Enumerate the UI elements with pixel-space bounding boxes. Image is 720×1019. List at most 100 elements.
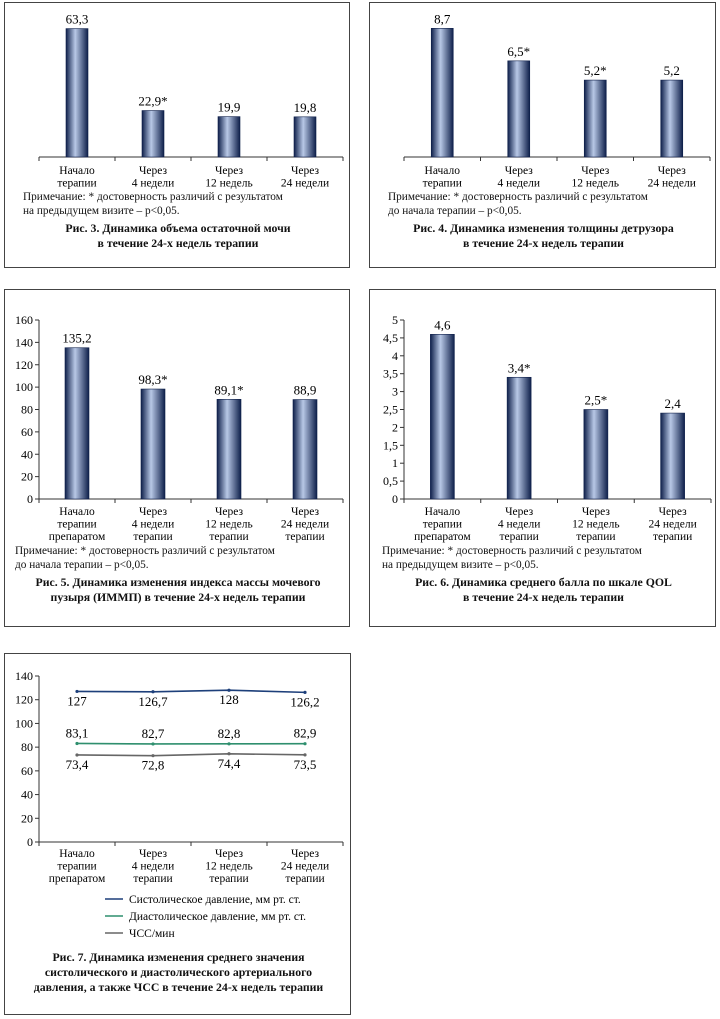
figure-7-category-label: Через [291,848,320,860]
figure-6-y-tick-label: 4,5 [383,331,398,345]
figure-7-caption-line-2: систолического и диастолического артериа… [44,965,313,979]
figure-5-y-tick-label: 80 [21,403,33,417]
figure-4-note-line-2: до начала терапии – р<0,05. [388,204,522,217]
figure-6-bar-label: 2,4 [665,396,682,411]
figure-7-legend-label: Диастолическое давление, мм рт. ст. [129,911,306,923]
figure-7-point-label: 82,8 [218,726,241,741]
figure-5-bar [64,347,90,500]
figure-6-chart: 00,511,522,533,544,55 4,6Началотерапиипре… [383,313,712,543]
figure-4-caption: Рис. 4. Динамика изменения толщины детру… [370,221,717,251]
figure-3-note-line-2: на предыдущем визите – р<0,05. [23,204,180,217]
figure-3-bar [65,28,89,158]
figure-3-bar-label: 19,8 [294,100,317,115]
figure-5-y-tick-label: 40 [21,447,33,461]
figure-3-panel: 63,3 Начало терапии 22,9* Через 4 недели 19,9 Ч… [4,2,350,268]
figure-4-caption-line-1: Рис. 4. Динамика изменения толщины детру… [413,221,674,235]
figure-4-bar-label: 6,5* [507,44,530,59]
figure-6-bar [430,334,455,500]
figure-7-point-label: 126,7 [138,694,168,709]
figure-5-caption-line-2: пузыря (ИММП) в течение 24-х недель тера… [50,590,306,604]
figure-4-panel: 8,7 Начало терапии 6,5* Через 4 недели 5,2* Чер… [369,2,716,268]
figure-3-note-line-1: Примечание: * достоверность различий с р… [23,191,283,203]
figure-5-y-tick-label: 60 [21,425,33,439]
figure-4-category-label: Через [505,165,534,177]
figure-6-category-label: 24 недели [648,519,696,531]
figure-7-category-label: терапии [209,873,248,885]
figure-7-category-label: 4 недели [132,861,175,873]
figure-7-point-label: 82,9 [294,726,317,741]
figure-7-category-label: Через [215,848,244,860]
figure-5-note-line-2: до начала терапии – р<0,05. [15,558,149,571]
figure-4-bar [583,79,607,158]
figure-5-category-label: Через [139,506,168,518]
figure-6-category-label: Через [582,506,611,518]
figure-4-category-label: Через [658,165,687,177]
figure-7-y-tick-label: 20 [21,811,33,825]
figure-4-bar-label: 5,2 [664,63,680,78]
figure-7-category-label: терапии [57,861,96,873]
figure-5-bar-label: 89,1* [214,382,243,397]
figure-7-category-label: Через [139,848,168,860]
figure-6-y-tick-label: 0,5 [383,474,398,488]
figure-6-caption: Рис. 6. Динамика среднего балла по шкале… [370,575,717,605]
figure-6-note-line-1: Примечание: * достоверность различий с р… [382,545,642,557]
figure-4-note: Примечание: * достоверность различий с р… [388,191,648,218]
figure-5-chart: 020406080100120140160135,2Началотерапиип… [15,313,344,543]
figure-7-caption-line-1: Рис. 7. Динамика изменения среднего знач… [52,950,305,964]
figure-6-bar-label: 3,4* [508,360,531,375]
figure-7-series-point [227,742,231,746]
figure-7-panel: 0 20 40 60 80 100 120 140 Начало терапии препарато… [4,653,351,1015]
figure-5-category-label: терапии [57,519,96,531]
figure-7-category-label: 12 недель [205,861,252,873]
figure-3-caption: Рис. 3. Динамика объема остаточной мочи … [5,221,351,251]
figure-4-bar-label: 8,7 [434,11,451,26]
figure-5-y-tick-label: 120 [15,358,33,372]
figure-7-y-tick-label: 140 [15,669,33,683]
figure-6-y-tick-label: 1 [392,456,398,470]
figure-7-series-point [303,690,307,694]
figure-7-series-point [151,742,155,746]
figure-6-note-line-2: на предыдущем визите – р<0,05. [382,558,539,571]
figure-5-y-tick-label: 140 [15,335,33,349]
figure-3-category-label: Через [215,165,244,177]
figure-5-category-label: Начало [59,506,95,518]
figure-7-point-label: 72,8 [142,758,165,773]
figure-6-category-label: терапии [423,519,462,531]
figure-5-category-label: терапии [209,531,248,543]
figure-4-bar [430,28,454,158]
figure-3-category-label: 4 недели [132,178,175,190]
figure-3-category-label: Начало [59,165,95,177]
figure-3-bar-label: 19,9 [218,100,241,115]
figure-6-category-label: терапии [653,531,692,543]
figure-6-caption-line-2: в течение 24-х недель терапии [463,590,624,604]
figure-3-bar-label: 63,3 [66,12,89,27]
figure-3-bar [141,110,165,158]
figure-7-category-label: терапии [285,873,324,885]
figure-7-category-label: Начало [59,848,95,860]
figure-6-bar-label: 4,6 [434,317,451,332]
figure-3-category-label: Через [291,165,320,177]
figure-7-series-line [76,689,306,694]
figure-6-category-label: 4 недели [498,519,541,531]
figure-7-legend-label: Систолическое давление, мм рт. ст. [129,894,301,906]
figure-4-category-label: терапии [423,178,462,190]
figure-3-category-label: терапии [57,178,96,190]
figure-7-caption-line-3: давления, а также ЧСС в течение 24-х нед… [33,980,324,994]
figure-3-caption-line-2: в течение 24-х недель терапии [97,236,259,250]
figure-6-caption-line-1: Рис. 6. Динамика среднего балла по шкале… [415,575,672,589]
figure-4-bar [507,60,531,158]
figure-3-category-label: 24 недели [281,178,329,190]
figure-5-bar-label: 135,2 [62,331,91,346]
figure-5-bar [216,399,242,500]
figure-6-category-label: препаратом [414,531,471,543]
figure-4-bar [660,79,684,158]
figure-7-point-label: 127 [67,693,87,708]
figure-5-category-label: Через [215,506,244,518]
figure-4-bar-label: 5,2* [584,63,607,78]
figure-6-y-tick-label: 1,5 [383,438,398,452]
figure-5-category-label: препаратом [49,531,106,543]
figure-6-category-label: терапии [576,531,615,543]
figure-7-category-label: 24 недели [281,861,329,873]
figure-6-bar [660,412,685,500]
